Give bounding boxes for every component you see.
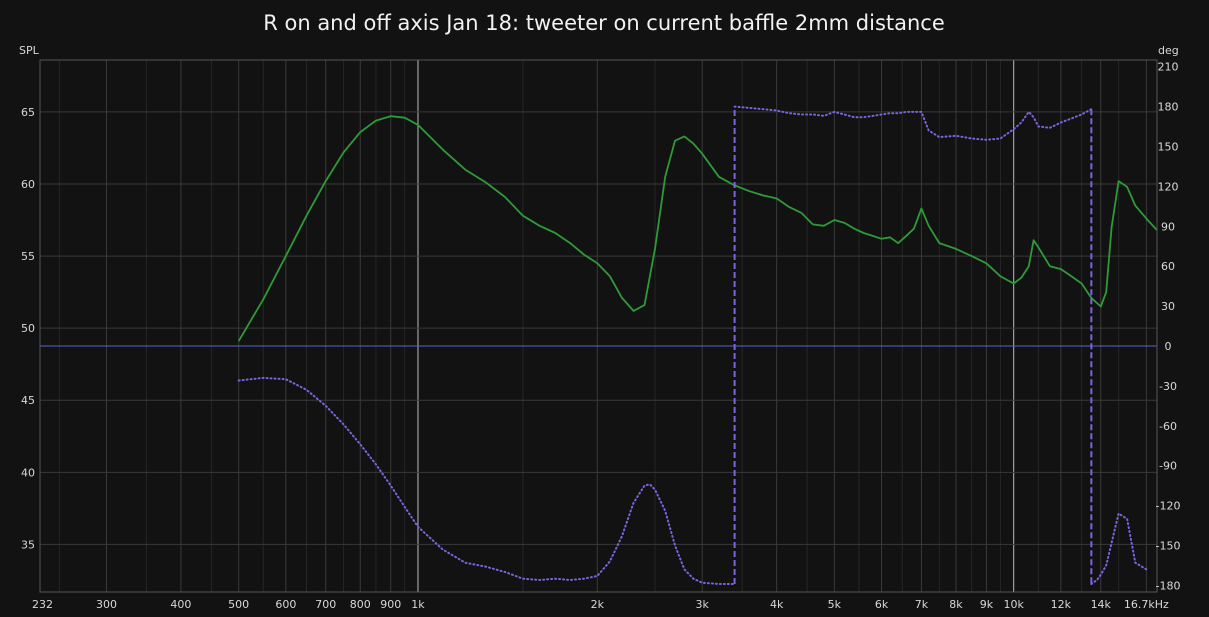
grid — [39, 60, 1157, 592]
y-left-axis-label: SPL — [19, 44, 40, 57]
x-tick-label: 800 — [350, 598, 371, 611]
x-tick-label: 7k — [915, 598, 929, 611]
y-right-axis-label: deg — [1158, 44, 1179, 57]
x-tick-label: 300 — [96, 598, 117, 611]
x-tick-label: 4k — [770, 598, 784, 611]
y-right-tick-label: 210 — [1158, 61, 1179, 74]
y-right-tick-label: 120 — [1158, 180, 1179, 193]
phase-series-line — [1090, 511, 1148, 585]
x-tick-label: 6k — [875, 598, 889, 611]
y-right-tick-label: 150 — [1158, 140, 1179, 153]
y-right-tick-label: -90 — [1159, 460, 1177, 473]
x-tick-label: 1k — [411, 598, 425, 611]
plot-frame — [39, 59, 1158, 593]
phase-series-line — [733, 105, 1093, 141]
x-tick-label: 400 — [170, 598, 191, 611]
y-right-tick-label: -180 — [1156, 579, 1181, 592]
ticks: 232 300 400 500 600 700 800 900 1k 2k 3k 4k 5k 6k 7k 8k… — [21, 61, 1180, 611]
phase-series-line — [237, 376, 736, 585]
y-right-tick-label: -60 — [1159, 420, 1177, 433]
x-tick-label: 16.7kHz — [1124, 598, 1169, 611]
y-right-tick-label: -120 — [1156, 500, 1181, 513]
x-tick-label: 900 — [380, 598, 401, 611]
y-left-tick-label: 40 — [21, 466, 35, 479]
x-tick-label: 2k — [591, 598, 605, 611]
y-left-tick-label: 60 — [21, 178, 35, 191]
x-tick-label: 9k — [980, 598, 994, 611]
series-layer — [237, 105, 1158, 585]
y-left-tick-label: 35 — [21, 538, 35, 551]
y-right-tick-label: 180 — [1158, 101, 1179, 114]
y-left-tick-label: 55 — [21, 250, 35, 263]
y-left-tick-label: 45 — [21, 394, 35, 407]
chart-title: R on and off axis Jan 18: tweeter on cur… — [263, 11, 945, 35]
x-tick-label: 8k — [949, 598, 963, 611]
y-left-tick-label: 65 — [21, 106, 35, 119]
x-tick-label: 3k — [696, 598, 710, 611]
spl-series-line — [237, 115, 1158, 342]
x-tick-label: 12k — [1051, 598, 1072, 611]
y-right-tick-label: 30 — [1161, 300, 1175, 313]
y-right-tick-label: 90 — [1161, 220, 1175, 233]
x-tick-label: 600 — [275, 598, 296, 611]
x-tick-label: 700 — [315, 598, 336, 611]
x-tick-label: 5k — [828, 598, 842, 611]
y-right-tick-label: 0 — [1165, 340, 1172, 353]
y-right-tick-label: 60 — [1161, 260, 1175, 273]
y-right-tick-label: -150 — [1156, 539, 1181, 552]
y-left-tick-label: 50 — [21, 322, 35, 335]
x-tick-label: 232 — [32, 598, 53, 611]
y-right-tick-label: -30 — [1159, 380, 1177, 393]
x-tick-label: 500 — [228, 598, 249, 611]
x-tick-label: 14k — [1091, 598, 1112, 611]
x-tick-label: 10k — [1004, 598, 1025, 611]
